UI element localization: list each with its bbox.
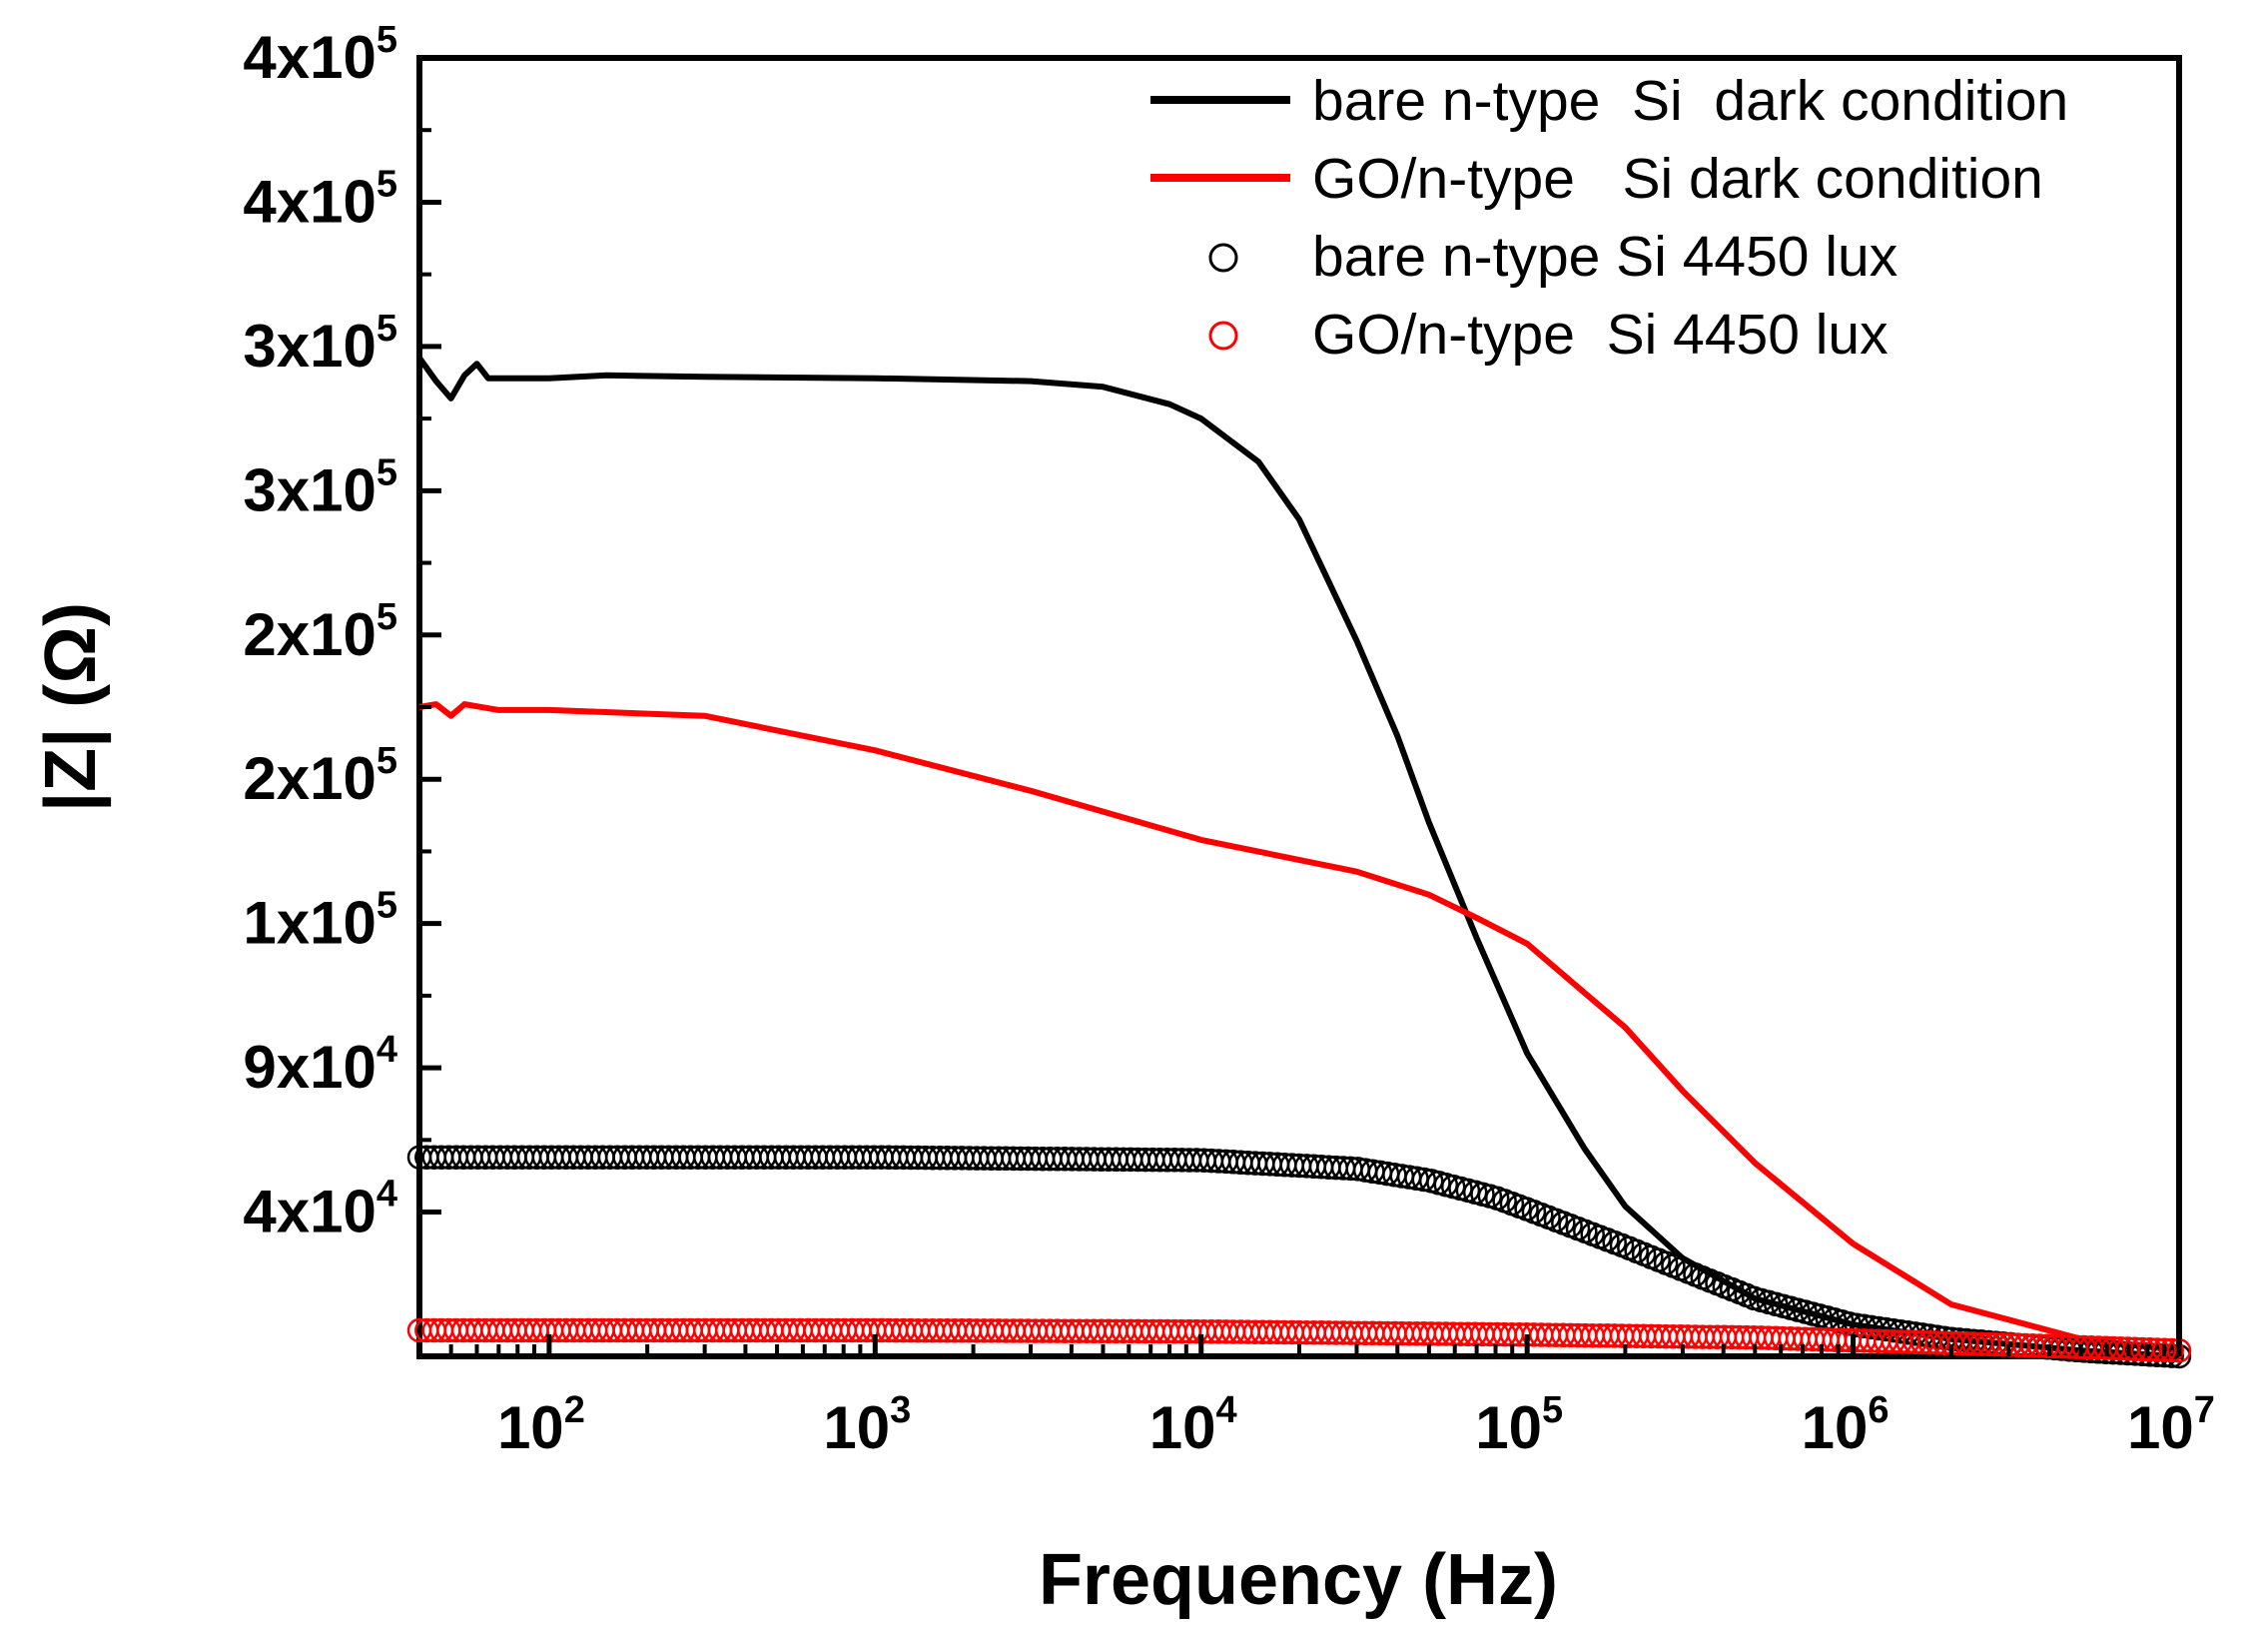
series-4: [406, 1317, 2192, 1363]
x-tick-label: 102: [497, 1389, 585, 1461]
data-point: [2152, 1337, 2177, 1362]
y-tick-label: 3x105: [243, 308, 397, 380]
y-tick-label: 9x104: [243, 1029, 397, 1101]
x-tick-label: 105: [1475, 1389, 1563, 1461]
legend-label: bare n-type Si 4450 lux: [1312, 225, 1897, 289]
y-tick-label: 4x105: [243, 19, 397, 91]
x-tick-label: 107: [2127, 1389, 2215, 1461]
plot-frame: [416, 55, 2182, 1359]
x-tick-label: 104: [1149, 1389, 1237, 1461]
y-tick-label: 2x105: [243, 740, 397, 812]
legend: bare n-type Si dark condition GO/n-type S…: [1150, 69, 2068, 367]
data-point: [2159, 1343, 2184, 1368]
legend-item: bare n-type Si 4450 lux: [1208, 225, 1897, 289]
y-tick-label: 1x105: [243, 885, 397, 957]
legend-item: GO/n-type Si dark condition: [1150, 147, 2043, 211]
legend-marker-swatch: [1208, 243, 1238, 273]
legend-label: bare n-type Si dark condition: [1312, 69, 2068, 133]
series-2: [418, 701, 2180, 1354]
legend-item: bare n-type Si dark condition: [1150, 69, 2068, 133]
y-tick-label: 3x105: [243, 451, 397, 523]
y-tick-label: 4x104: [243, 1174, 397, 1245]
y-axis: 4x105 4x105 3x105 3x105 2x105 2x105 1x105 9x104…: [243, 19, 441, 1245]
series-layer: [406, 356, 2192, 1369]
series-line: [418, 701, 2180, 1354]
legend-label: GO/n-type Si dark condition: [1312, 147, 2043, 211]
x-tick-label: 106: [1802, 1389, 1890, 1461]
x-axis: 102 103 104 105 106 107: [417, 1334, 2215, 1461]
x-axis-title: Frequency (Hz): [1039, 1540, 1558, 1620]
legend-label: GO/n-type Si 4450 lux: [1312, 303, 1889, 367]
y-tick-label: 2x105: [243, 596, 397, 668]
y-tick-label: 4x105: [243, 163, 397, 235]
legend-marker-swatch: [1208, 321, 1238, 351]
legend-item: GO/n-type Si 4450 lux: [1208, 303, 1889, 367]
y-axis-title: |Z| (Ω): [31, 602, 111, 812]
x-tick-label: 103: [823, 1389, 911, 1461]
data-point: [2159, 1337, 2184, 1363]
